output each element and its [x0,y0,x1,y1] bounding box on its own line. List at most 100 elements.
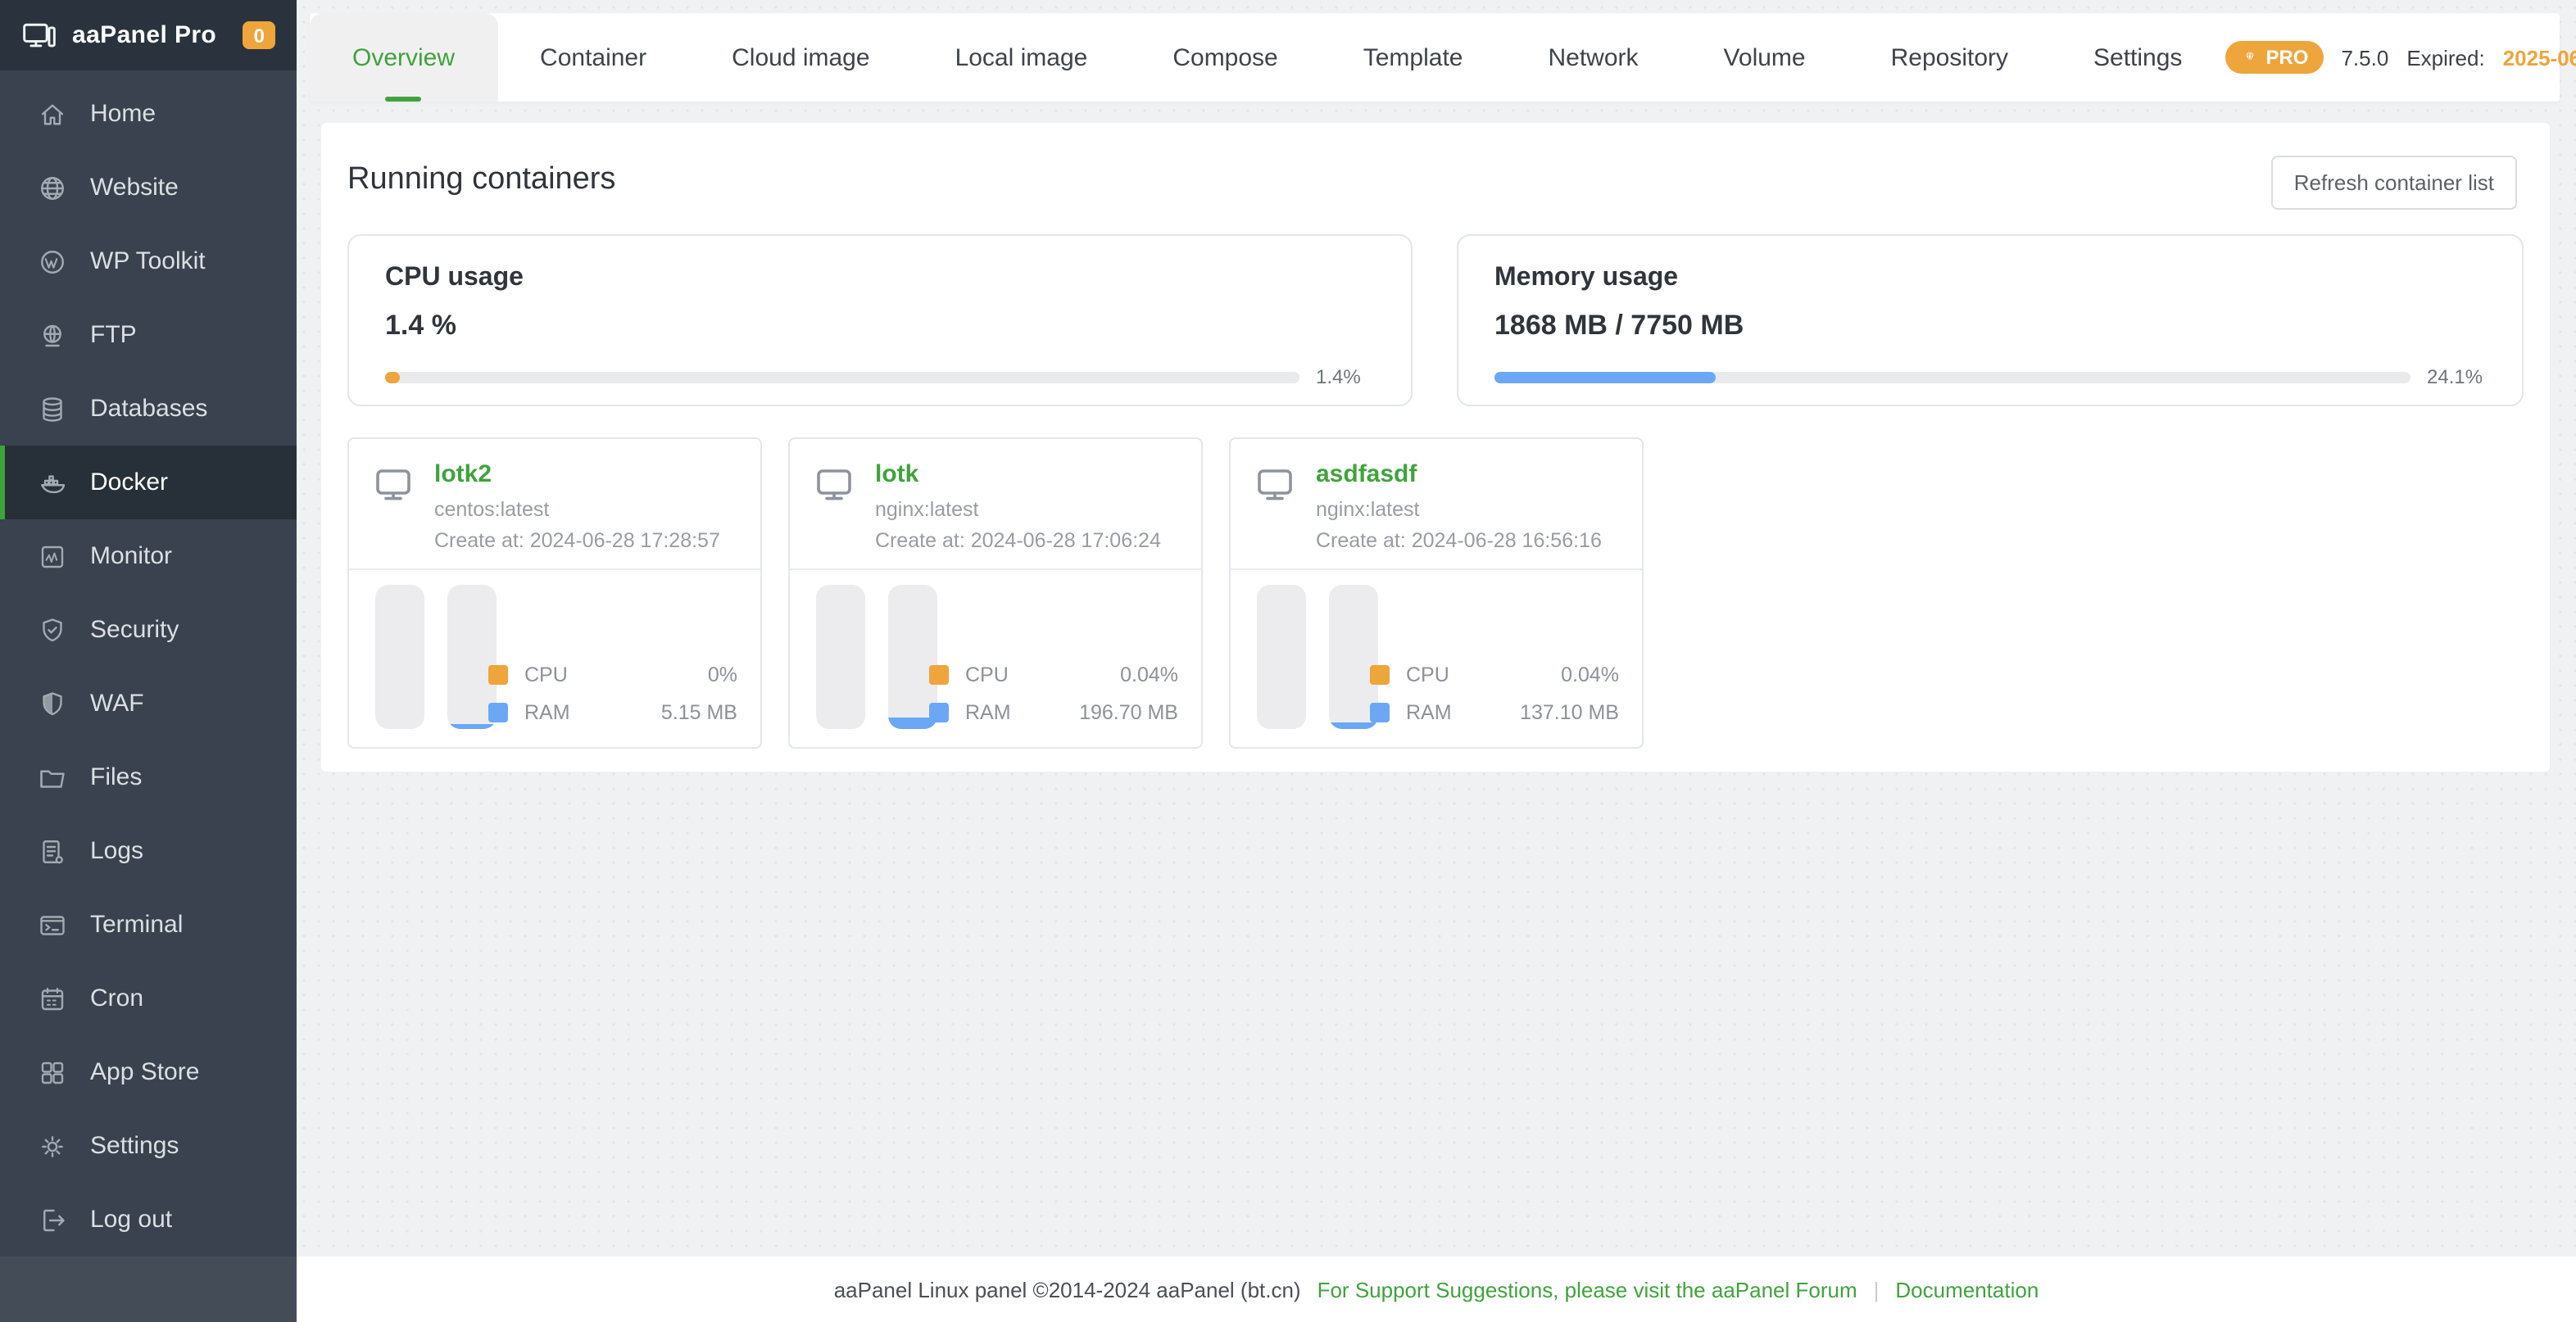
container-legend: CPU 0% RAM 5.15 MB [488,649,737,724]
ram-legend-value: 5.15 MB [590,701,737,724]
sidebar-item-docker[interactable]: Docker [0,446,297,520]
footer-divider: | [1874,1277,1880,1302]
usage-row: CPU usage 1.4 % 1.4% Memory usage 1868 M… [347,234,2524,406]
cpu-usage-title: CPU usage [385,264,1375,293]
sidebar-item-terminal[interactable]: Terminal [0,889,297,962]
container-name[interactable]: asdfasdf [1316,460,1602,488]
footer-documentation-link[interactable]: Documentation [1895,1277,2039,1302]
ram-legend-value: 137.10 MB [1472,701,1619,724]
tab-cloud-image[interactable]: Cloud image [689,13,912,102]
monitor-icon [813,465,855,505]
container-name[interactable]: lotk [875,460,1161,488]
pro-badge[interactable]: PRO [2225,41,2323,74]
container-image: nginx:latest [1316,498,1602,521]
tab-network[interactable]: Network [1506,13,1681,102]
calendar-icon [38,985,67,1014]
wordpress-icon [38,247,67,277]
docker-tab-bar: OverviewContainerCloud imageLocal imageC… [310,13,2560,102]
legend-ram-row: RAM 5.15 MB [488,701,737,724]
cpu-legend-swatch [1370,665,1390,685]
container-name[interactable]: lotk2 [434,460,720,488]
tab-settings[interactable]: Settings [2051,13,2225,102]
sidebar-item-databases[interactable]: Databases [0,373,297,446]
footer-support-link[interactable]: For Support Suggestions, please visit th… [1317,1277,1857,1302]
globe-icon [38,174,67,203]
ram-legend-swatch [929,703,949,722]
sidebar-footer-strip [0,1257,297,1322]
tab-template[interactable]: Template [1321,13,1506,102]
tab-repository[interactable]: Repository [1848,13,2051,102]
sidebar-item-label: Monitor [90,543,172,571]
legend-cpu-row: CPU 0.04% [1370,663,1619,686]
page-title: Running containers [347,123,2524,198]
ram-bar-fill [447,725,497,729]
container-card-header: lotk nginx:latest Create at: 2024-06-28 … [790,439,1201,570]
tab-overview[interactable]: Overview [310,13,497,102]
cpu-legend-label: CPU [965,663,1031,686]
container-created: Create at: 2024-06-28 17:28:57 [434,529,720,552]
cpu-legend-value: 0.04% [1031,663,1178,686]
refresh-container-list-button[interactable]: Refresh container list [2271,156,2517,210]
sidebar-item-files[interactable]: Files [0,741,297,815]
sidebar-item-wp-toolkit[interactable]: WP Toolkit [0,225,297,299]
ram-legend-swatch [488,703,508,722]
sidebar-item-label: Home [90,101,156,129]
sidebar-nav: Home WebsiteWP ToolkitFTPDatabases Docker M… [0,71,297,1257]
cpu-legend-label: CPU [524,663,590,686]
gear-icon [38,1132,67,1161]
cpu-usage-bar-row: 1.4% [385,365,1375,388]
tab-container[interactable]: Container [497,13,689,102]
monitor-chart-icon [38,542,67,572]
sidebar-item-label: Files [90,764,142,792]
terminal-icon [38,911,67,940]
tab-local-image[interactable]: Local image [913,13,1131,102]
sidebar-item-label: Terminal [90,912,183,939]
sidebar-item-home[interactable]: Home [0,78,297,152]
cpu-usage-value: 1.4 % [385,310,1375,342]
container-card-header: asdfasdf nginx:latest Create at: 2024-06… [1231,439,1642,570]
container-image: centos:latest [434,498,720,521]
container-card-lotk: lotk nginx:latest Create at: 2024-06-28 … [788,437,1203,749]
sidebar-item-log-out[interactable]: Log out [0,1184,297,1257]
cpu-legend-value: 0.04% [1472,663,1619,686]
container-card-body: CPU 0.04% RAM 137.10 MB [1231,570,1642,744]
legend-cpu-row: CPU 0.04% [929,663,1178,686]
sidebar-item-ftp[interactable]: FTP [0,299,297,373]
waf-shield-icon [38,690,67,719]
sidebar-item-settings[interactable]: Settings [0,1110,297,1184]
shield-check-icon [38,616,67,645]
tab-compose[interactable]: Compose [1130,13,1320,102]
notification-badge[interactable]: 0 [243,21,275,49]
sidebar-item-website[interactable]: Website [0,152,297,225]
sidebar-item-monitor[interactable]: Monitor [0,520,297,594]
sidebar-item-label: Docker [90,469,168,497]
memory-usage-value: 1868 MB / 7750 MB [1494,310,2486,342]
sidebar-item-label: Settings [90,1133,179,1161]
memory-usage-card: Memory usage 1868 MB / 7750 MB 24.1% [1457,234,2524,406]
cpu-legend-swatch [488,665,508,685]
container-image: nginx:latest [875,498,1161,521]
sidebar-item-security[interactable]: Security [0,594,297,668]
memory-percent-label: 24.1% [2427,365,2486,388]
cpu-usage-card: CPU usage 1.4 % 1.4% [347,234,1413,406]
sidebar-item-waf[interactable]: WAF [0,668,297,741]
container-legend: CPU 0.04% RAM 196.70 MB [929,649,1178,724]
container-card-header: lotk2 centos:latest Create at: 2024-06-2… [349,439,760,570]
container-created: Create at: 2024-06-28 16:56:16 [1316,529,1602,552]
sidebar-item-label: Logs [90,838,143,866]
tab-volume[interactable]: Volume [1681,13,1848,102]
container-legend: CPU 0.04% RAM 137.10 MB [1370,649,1619,724]
gem-icon [2239,48,2259,67]
cpu-bar [1257,585,1306,729]
sidebar-item-app-store[interactable]: App Store [0,1036,297,1110]
cpu-bar [375,585,424,729]
sidebar-item-label: Security [90,617,179,645]
ram-legend-value: 196.70 MB [1031,701,1178,724]
database-icon [38,395,67,424]
sidebar-item-label: Log out [90,1207,172,1234]
sidebar-item-logs[interactable]: Logs [0,815,297,889]
ftp-icon [38,321,67,351]
legend-cpu-row: CPU 0% [488,663,737,686]
sidebar-item-cron[interactable]: Cron [0,962,297,1036]
cpu-legend-value: 0% [590,663,737,686]
